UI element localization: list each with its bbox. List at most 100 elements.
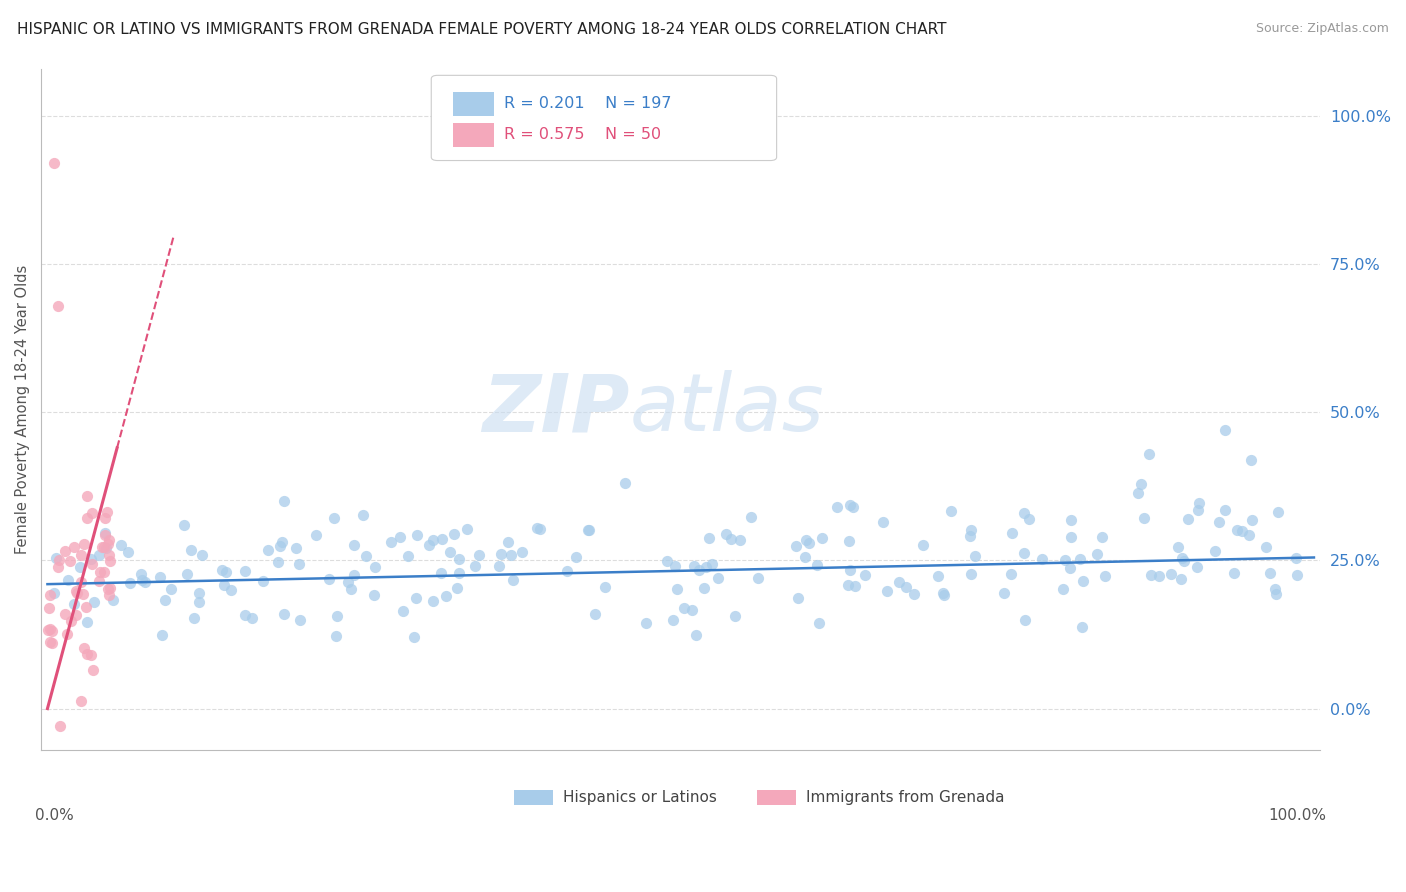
Bar <box>453 93 494 116</box>
Point <box>240 611 263 625</box>
Point <box>931 586 953 600</box>
Point <box>496 534 519 549</box>
Point <box>837 578 859 592</box>
Point <box>118 575 141 590</box>
Point <box>1060 530 1083 544</box>
Point <box>526 521 548 535</box>
Text: Source: ZipAtlas.com: Source: ZipAtlas.com <box>1256 22 1389 36</box>
Point <box>993 586 1015 600</box>
Point <box>337 575 360 590</box>
Text: R = 0.201    N = 197: R = 0.201 N = 197 <box>505 96 672 112</box>
Point <box>48 552 70 566</box>
Point <box>39 635 62 649</box>
Point <box>41 636 63 650</box>
Point <box>98 588 121 602</box>
Point <box>1188 496 1211 510</box>
FancyBboxPatch shape <box>432 75 776 161</box>
Point <box>714 527 737 541</box>
Point <box>1187 503 1209 517</box>
Point <box>1000 566 1022 581</box>
Point <box>80 552 103 566</box>
Point <box>1137 447 1160 461</box>
Point <box>76 489 98 503</box>
Point <box>1001 525 1024 540</box>
Point <box>1091 530 1114 544</box>
Point <box>1129 477 1152 491</box>
Point <box>73 641 96 656</box>
Bar <box>758 789 796 805</box>
Point <box>93 566 115 580</box>
Point <box>97 537 120 551</box>
Point <box>1226 523 1249 537</box>
Point <box>811 531 834 545</box>
Point <box>101 593 124 607</box>
Point <box>211 564 233 578</box>
Point <box>911 538 934 552</box>
Point <box>1085 547 1108 561</box>
Point <box>664 559 686 574</box>
Point <box>785 539 807 553</box>
Point <box>155 592 177 607</box>
Point <box>1237 528 1260 542</box>
Point <box>510 545 533 559</box>
Point <box>488 559 510 574</box>
Point <box>894 580 917 594</box>
Point <box>432 533 454 547</box>
Point <box>583 607 606 621</box>
Point <box>1170 572 1192 586</box>
Point <box>529 522 551 536</box>
Point <box>439 545 461 559</box>
Point <box>70 548 93 562</box>
Point <box>422 533 444 547</box>
Point <box>406 528 429 542</box>
Point <box>1171 551 1194 566</box>
Point <box>693 582 716 596</box>
Text: 0.0%: 0.0% <box>35 808 73 823</box>
Point <box>578 523 600 537</box>
Point <box>83 595 105 609</box>
Point <box>318 572 340 586</box>
Point <box>110 538 132 552</box>
Point <box>80 558 103 572</box>
Point <box>1126 486 1149 500</box>
Point <box>825 500 848 515</box>
Point <box>343 567 366 582</box>
Point <box>97 582 120 597</box>
Point <box>273 607 295 621</box>
Point <box>1140 568 1163 582</box>
Point <box>93 526 115 541</box>
Point <box>959 529 981 543</box>
Point <box>963 549 986 564</box>
Point <box>728 533 751 547</box>
Point <box>42 156 65 170</box>
Point <box>53 607 76 621</box>
Point <box>934 588 956 602</box>
Point <box>180 542 202 557</box>
Point <box>1185 560 1208 574</box>
Point <box>405 591 427 606</box>
Point <box>1285 550 1308 565</box>
Point <box>39 588 62 602</box>
Point <box>284 541 307 555</box>
Point <box>418 538 440 552</box>
Point <box>94 511 117 525</box>
Point <box>1204 544 1226 558</box>
Point <box>380 535 402 549</box>
Point <box>724 608 747 623</box>
Point <box>269 539 291 553</box>
Point <box>37 623 59 637</box>
Point <box>1167 540 1189 554</box>
Point <box>927 568 949 582</box>
Point <box>325 628 347 642</box>
Point <box>939 504 962 518</box>
Text: HISPANIC OR LATINO VS IMMIGRANTS FROM GRENADA FEMALE POVERTY AMONG 18-24 YEAR OL: HISPANIC OR LATINO VS IMMIGRANTS FROM GR… <box>17 22 946 37</box>
Point <box>352 508 374 522</box>
Point <box>62 597 84 611</box>
Point <box>65 583 87 598</box>
Point <box>673 600 696 615</box>
Point <box>1230 524 1253 538</box>
Point <box>343 538 366 552</box>
Point <box>117 545 139 559</box>
Point <box>501 548 523 562</box>
Point <box>72 587 94 601</box>
